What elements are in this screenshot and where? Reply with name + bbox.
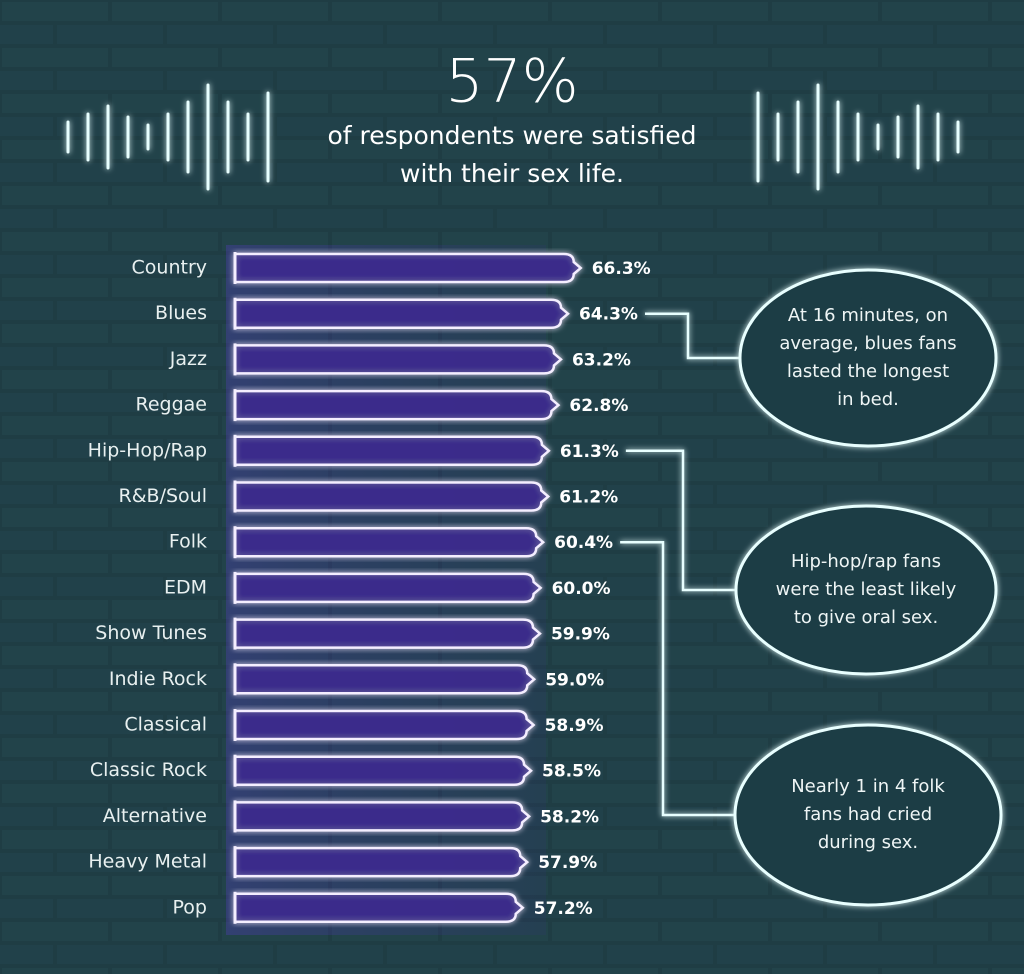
bar bbox=[233, 298, 570, 329]
value-label: 58.5% bbox=[542, 762, 601, 782]
category-label: Folk bbox=[169, 531, 207, 553]
category-label: Hip-Hop/Rap bbox=[88, 439, 207, 461]
callout-bubble bbox=[734, 504, 998, 676]
bar bbox=[233, 344, 563, 375]
callout-text: Nearly 1 in 4 folk bbox=[791, 776, 945, 797]
value-label: 61.2% bbox=[559, 488, 618, 508]
bar bbox=[233, 526, 546, 558]
bar bbox=[233, 664, 537, 695]
value-label: 61.3% bbox=[560, 442, 619, 462]
value-label: 58.9% bbox=[545, 716, 604, 736]
sound-wave-decoration bbox=[66, 83, 960, 191]
value-label: 59.9% bbox=[551, 625, 610, 645]
callout-text: At 16 minutes, on bbox=[788, 305, 948, 326]
value-label: 57.2% bbox=[534, 899, 593, 919]
callout-text: lasted the longest bbox=[787, 361, 949, 382]
callout-text: in bed. bbox=[837, 389, 899, 410]
bar bbox=[233, 435, 551, 467]
category-label: Classical bbox=[124, 714, 207, 736]
value-label: 62.8% bbox=[569, 396, 628, 416]
subtitle-line: of respondents were satisfied bbox=[327, 121, 696, 150]
subtitle-line: with their sex life. bbox=[400, 159, 624, 188]
category-label: Jazz bbox=[169, 348, 207, 370]
category-label: EDM bbox=[164, 576, 207, 598]
category-label: R&B/Soul bbox=[119, 485, 207, 507]
callout-text: during sex. bbox=[818, 832, 918, 853]
bar bbox=[233, 618, 542, 649]
callout-text: to give oral sex. bbox=[794, 607, 938, 628]
connector-line bbox=[625, 449, 736, 592]
bar bbox=[233, 892, 525, 924]
bar bbox=[233, 755, 533, 786]
category-label: Reggae bbox=[136, 394, 208, 416]
bar bbox=[233, 389, 561, 421]
category-label: Heavy Metal bbox=[88, 851, 207, 873]
bar bbox=[233, 252, 583, 284]
value-label: 63.2% bbox=[572, 350, 631, 370]
callout-bubble bbox=[738, 268, 998, 448]
category-label: Country bbox=[132, 257, 207, 279]
bar bbox=[233, 709, 536, 741]
category-label: Pop bbox=[173, 896, 207, 918]
bar bbox=[233, 846, 530, 878]
headline: 57% bbox=[445, 47, 578, 117]
category-label: Show Tunes bbox=[95, 622, 207, 644]
value-label: 57.9% bbox=[538, 853, 597, 873]
callout-text: Hip-hop/rap fans bbox=[791, 551, 941, 572]
value-label: 60.0% bbox=[552, 579, 611, 599]
callout-text: were the least likely bbox=[776, 579, 957, 600]
bar bbox=[233, 572, 543, 604]
value-label: 60.4% bbox=[554, 533, 613, 553]
connector-line bbox=[620, 540, 735, 817]
category-label: Blues bbox=[155, 302, 207, 324]
callout-bubble bbox=[733, 723, 1003, 907]
category-label: Indie Rock bbox=[109, 668, 207, 690]
category-label: Alternative bbox=[103, 805, 207, 827]
bar bbox=[233, 481, 551, 512]
value-label: 66.3% bbox=[592, 259, 651, 279]
connector-line bbox=[644, 312, 740, 360]
callout-text: average, blues fans bbox=[779, 333, 956, 354]
value-label: 59.0% bbox=[545, 670, 604, 690]
callout-text: fans had cried bbox=[804, 804, 932, 825]
bar bbox=[233, 801, 532, 832]
value-label: 58.2% bbox=[540, 807, 599, 827]
value-label: 64.3% bbox=[579, 305, 638, 325]
category-label: Classic Rock bbox=[90, 759, 207, 781]
